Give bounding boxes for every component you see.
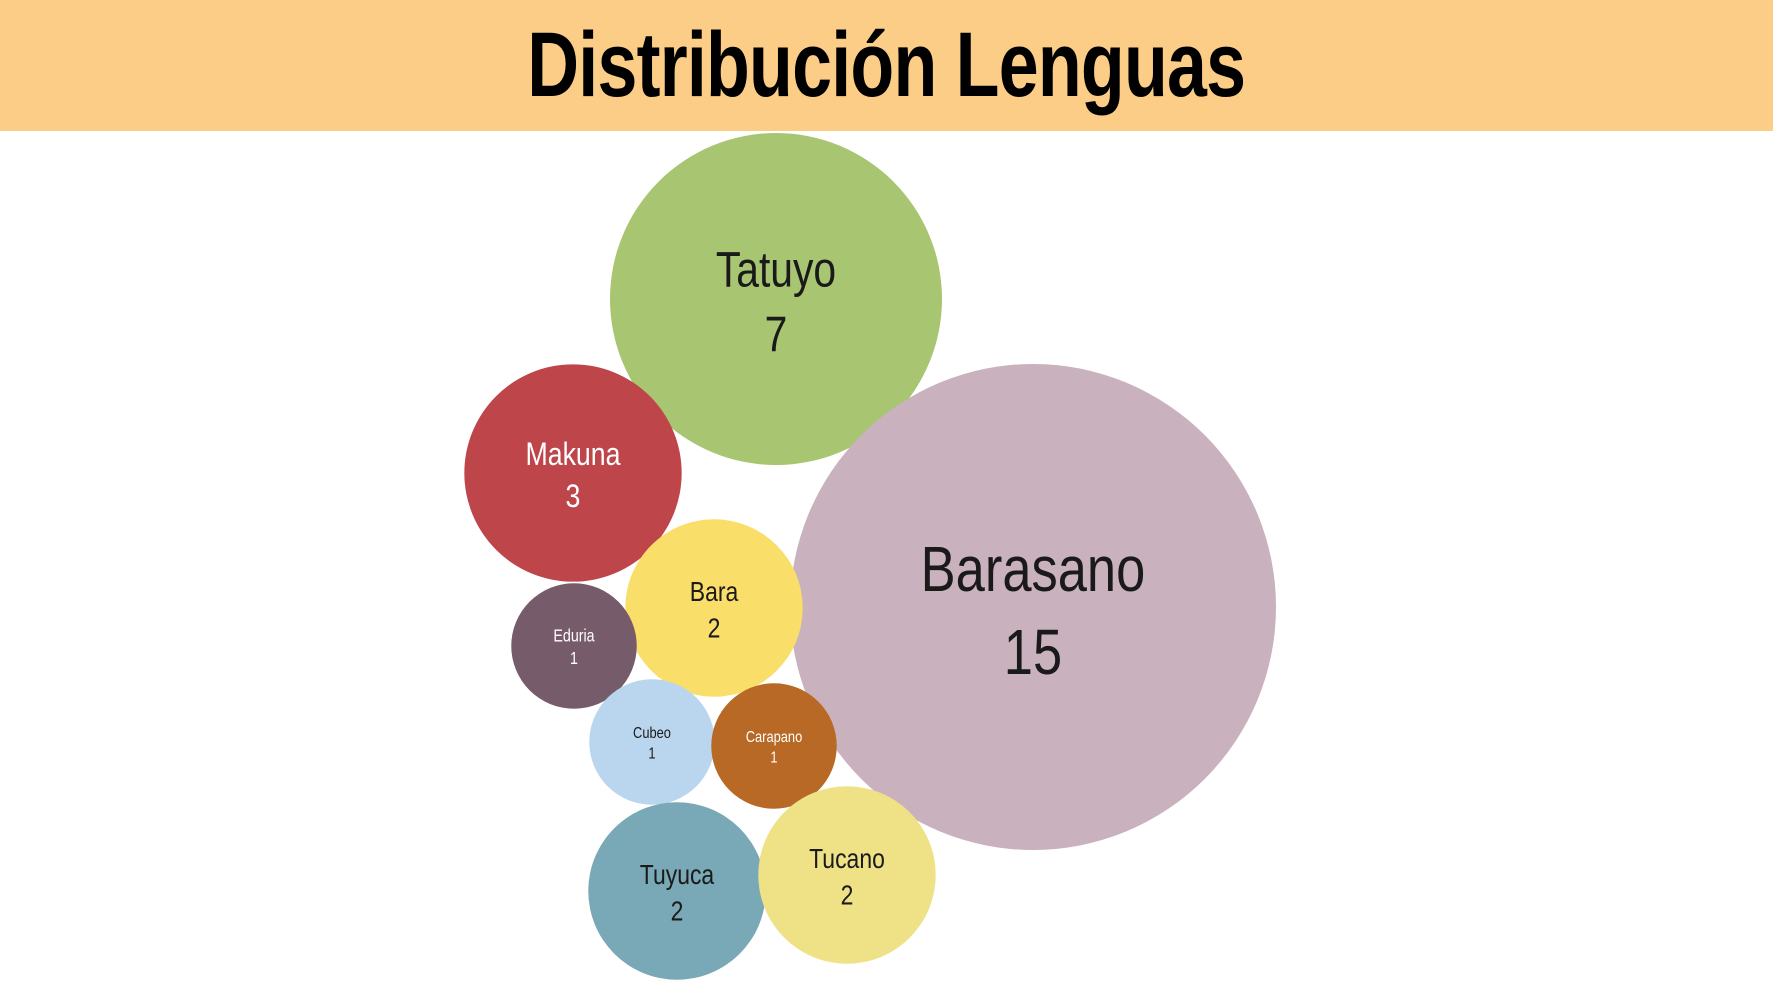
bubble-value-tuyuca: 2	[671, 896, 684, 927]
bubble-label-makuna: Makuna	[525, 436, 620, 472]
bubble-circle-cubeo	[589, 679, 715, 805]
bubble-label-barasano: Barasano	[921, 534, 1146, 605]
bubble-carapano: Carapano 1	[711, 683, 837, 809]
bubble-circle-tucano	[758, 786, 936, 964]
bubble-label-eduria: Eduria	[553, 627, 594, 646]
title-bar: Distribución Lenguas	[0, 0, 1773, 131]
bubble-tuyuca: Tuyuca 2	[588, 802, 766, 980]
bubble-value-cubeo: 1	[648, 745, 655, 762]
bubble-circle-tatuyo	[609, 132, 943, 466]
bubble-cubeo: Cubeo 1	[589, 679, 715, 805]
bubble-label-tucano: Tucano	[809, 844, 885, 875]
bubble-value-tatuyo: 7	[765, 306, 788, 362]
bubble-makuna: Makuna 3	[464, 364, 682, 582]
bubble-circle-barasano	[790, 364, 1276, 850]
bubble-label-tatuyo: Tatuyo	[716, 242, 836, 298]
bubble-circle-makuna	[464, 364, 682, 582]
bubble-tucano: Tucano 2	[758, 786, 936, 964]
bubble-circle-bara	[625, 519, 803, 697]
bubble-barasano: Barasano 15	[790, 364, 1276, 850]
bubble-value-tucano: 2	[841, 880, 854, 911]
bubble-value-carapano: 1	[770, 749, 777, 766]
bubble-label-bara: Bara	[690, 577, 739, 608]
bubble-value-makuna: 3	[566, 479, 581, 515]
bubble-label-carapano: Carapano	[746, 729, 803, 746]
bubble-label-tuyuca: Tuyuca	[640, 860, 715, 891]
bubble-tatuyo: Tatuyo 7	[609, 132, 943, 466]
bubble-circle-tuyuca	[588, 802, 766, 980]
bubble-circle-carapano	[711, 683, 837, 809]
bubble-eduria: Eduria 1	[511, 583, 637, 709]
bubble-label-cubeo: Cubeo	[633, 725, 671, 742]
bubble-circle-eduria	[511, 583, 637, 709]
chart-title: Distribución Lenguas	[527, 14, 1246, 116]
bubble-value-bara: 2	[708, 613, 721, 644]
bubble-bara: Bara 2	[625, 519, 803, 697]
bubble-value-barasano: 15	[1004, 617, 1062, 688]
bubble-value-eduria: 1	[570, 650, 578, 669]
